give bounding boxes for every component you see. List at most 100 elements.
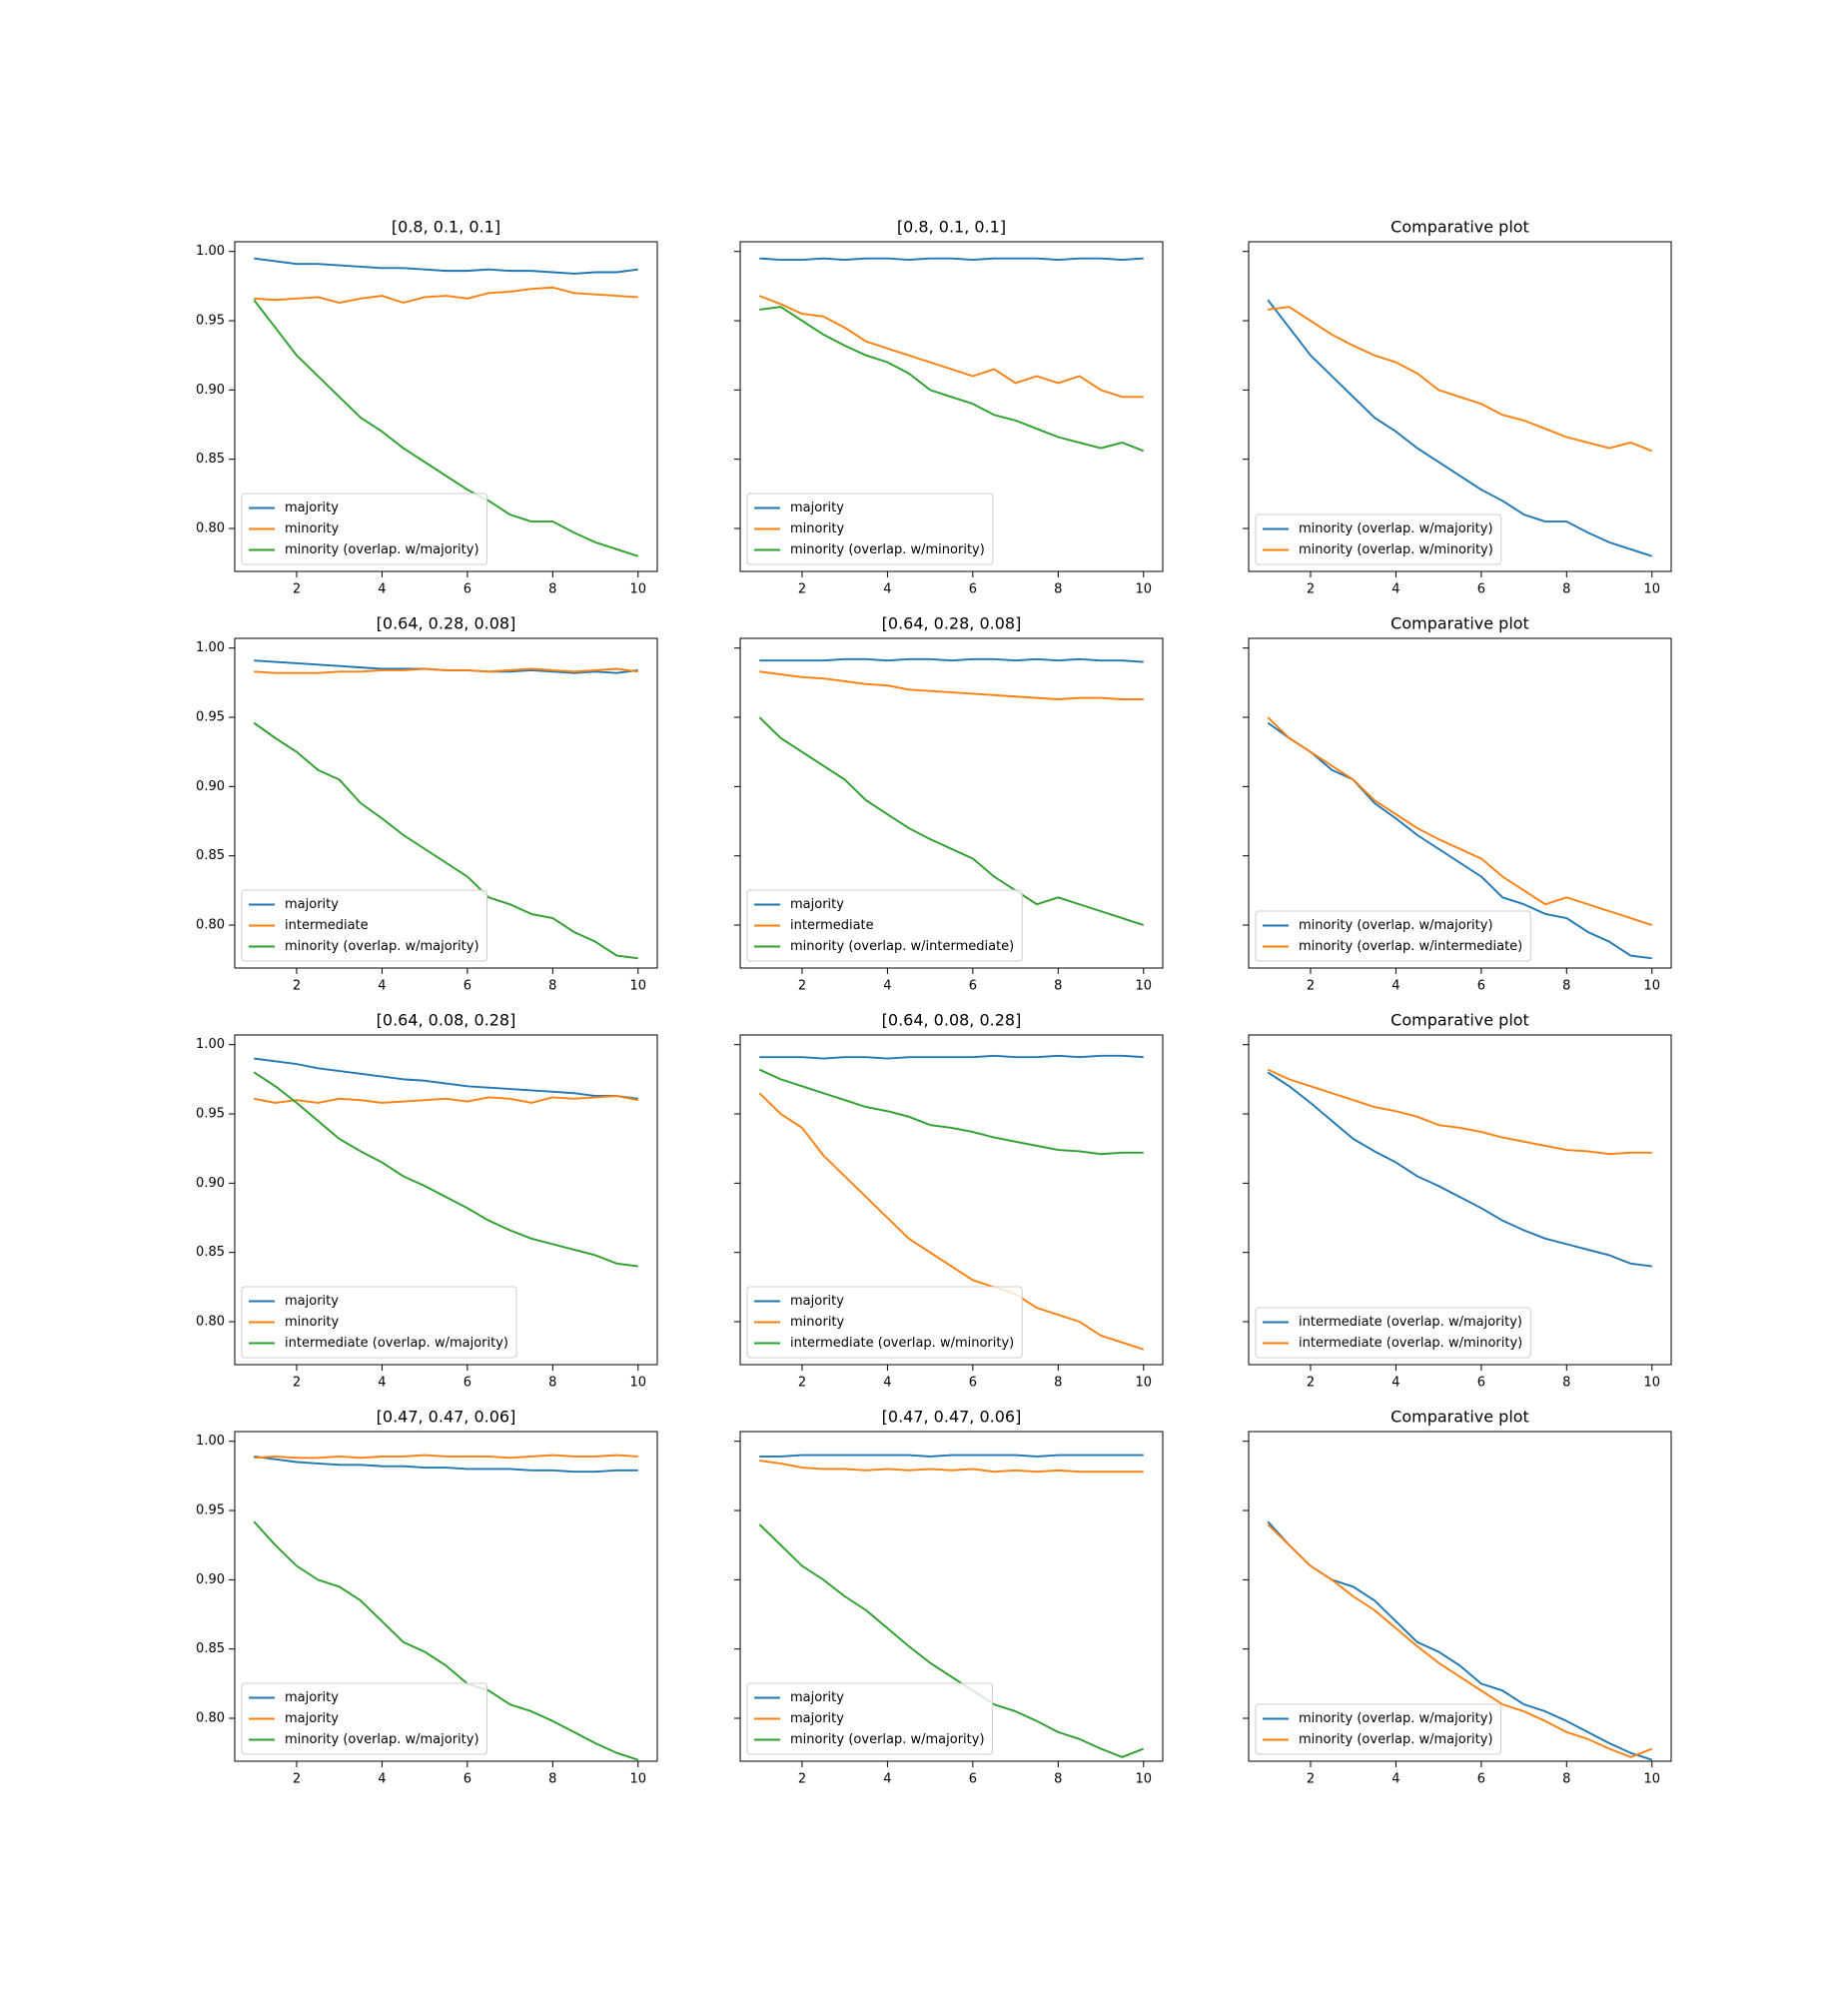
series-line <box>254 1095 638 1104</box>
legend: majority intermediate minority (overlap. w… <box>241 889 488 962</box>
series-line <box>253 1071 638 1268</box>
x-tick-label: 8 <box>1562 1376 1570 1391</box>
subplot: Comparative plot 2 4 6 8 10 minority (overlap.… <box>1243 1408 1672 1787</box>
legend-label: intermediate (overlap. w/majority) <box>1299 1315 1522 1330</box>
x-tick-label: 2 <box>1307 1376 1315 1391</box>
legend: majority minority intermediate (overlap. w… <box>241 1286 517 1359</box>
x-tick-label: 2 <box>1307 979 1315 994</box>
subplot: [0.64, 0.28, 0.08] 0.80 0.85 0.90 0.95 1.00 2 4… <box>196 614 658 994</box>
legend-label: minority (overlap. w/minority) <box>1299 542 1493 557</box>
y-tick-label: 0.80 <box>196 1315 225 1330</box>
chart-title: Comparative plot <box>1390 614 1529 633</box>
legend-label: minority <box>285 521 340 536</box>
series-line <box>1268 306 1653 453</box>
x-tick-label: 8 <box>1562 1772 1570 1787</box>
subplot: [0.8, 0.1, 0.1] 0.80 0.85 0.90 0.95 1.00 2 4 6 8 1… <box>196 218 658 597</box>
legend-label: intermediate <box>285 918 369 933</box>
y-tick-label: 1.00 <box>196 244 225 259</box>
subplot: [0.64, 0.08, 0.28] 2 4 6 8 10 majority minority… <box>734 1011 1164 1391</box>
x-tick-label: 4 <box>1391 979 1399 994</box>
y-tick-label: 0.95 <box>196 314 225 329</box>
x-tick-label: 6 <box>969 1772 977 1787</box>
series-line <box>758 716 1145 926</box>
x-tick-label: 2 <box>798 582 806 597</box>
legend-box <box>241 1286 517 1359</box>
series-line <box>758 1092 1145 1351</box>
subplot: [0.47, 0.47, 0.06]2 4 6 8 10majoritymajority… <box>734 1408 1164 1787</box>
y-tick-label: 0.90 <box>196 1572 225 1587</box>
x-tick-label: 6 <box>969 979 977 994</box>
series-line <box>254 1454 638 1460</box>
x-tick-label: 8 <box>1054 1376 1062 1391</box>
x-tick-label: 4 <box>378 1376 386 1391</box>
legend: majority minority intermediate (overlap. w… <box>746 1286 1023 1359</box>
x-tick-label: 2 <box>798 1772 806 1787</box>
y-tick-label: 0.85 <box>196 848 225 863</box>
legend-box <box>746 493 994 565</box>
subplot: [0.64, 0.08, 0.28] 0.80 0.85 0.90 0.95 1.00 2 4… <box>196 1011 658 1391</box>
x-tick-label: 10 <box>1135 979 1152 994</box>
axes-frame <box>1248 1431 1672 1762</box>
subplot: [0.8, 0.1, 0.1] 2 4 6 8 10 majority minority min… <box>734 218 1164 597</box>
x-tick-label: 6 <box>969 582 977 597</box>
legend: intermediate (overlap. w/majority) interm… <box>1255 1307 1531 1359</box>
axes-frame <box>739 1431 1164 1762</box>
subplot: Comparative plot 2 4 6 8 10 minority (overlap.… <box>1243 218 1672 597</box>
x-tick-label: 10 <box>1135 582 1152 597</box>
legend-label: minority (overlap. w/majority) <box>1299 1711 1493 1726</box>
subplot: [0.47, 0.47, 0.06] 0.80 0.85 0.90 0.95 1.00 2 4… <box>196 1408 658 1787</box>
legend-label: minority <box>790 1315 845 1330</box>
legend-label: intermediate (overlap. w/majority) <box>285 1336 508 1351</box>
legend-label: minority (overlap. w/majority) <box>285 939 479 954</box>
series-line <box>759 257 1144 261</box>
x-tick-label: 2 <box>293 1376 301 1391</box>
chart-title: [0.64, 0.08, 0.28] <box>377 1011 516 1030</box>
y-tick-label: 1.00 <box>196 1037 225 1052</box>
series-line <box>254 257 638 275</box>
x-tick-label: 8 <box>548 979 556 994</box>
legend-label: intermediate (overlap. w/minority) <box>1299 1336 1522 1351</box>
x-tick-label: 4 <box>883 979 891 994</box>
legend: majority minority minority (overlap. w/maj… <box>241 493 488 565</box>
x-tick-label: 6 <box>1477 582 1485 597</box>
x-tick-label: 2 <box>293 979 301 994</box>
legend: majority majority minority (overlap. w/maj… <box>746 1682 994 1755</box>
series-line <box>759 306 1145 453</box>
x-tick-label: 6 <box>1477 1772 1485 1787</box>
axes-frame <box>1248 1034 1672 1366</box>
x-tick-label: 10 <box>629 1772 646 1787</box>
legend-label: minority (overlap. w/minority) <box>790 542 985 557</box>
legend-box <box>746 1682 994 1755</box>
legend-label: minority (overlap. w/majority) <box>1299 521 1493 536</box>
x-tick-label: 10 <box>1643 1772 1660 1787</box>
x-tick-label: 2 <box>293 582 301 597</box>
x-tick-label: 4 <box>1391 582 1399 597</box>
legend-label: majority <box>285 500 339 515</box>
legend: majority intermediate minority (overlap. w… <box>746 889 1023 962</box>
series-line <box>1267 716 1653 926</box>
legend-box <box>1255 1703 1502 1755</box>
x-tick-label: 6 <box>1477 979 1485 994</box>
series-line <box>758 295 1144 399</box>
axes-frame <box>739 1034 1164 1366</box>
y-tick-label: 0.90 <box>196 779 225 794</box>
legend: minority (overlap. w/majority) minority (… <box>1255 1703 1502 1755</box>
series-line <box>253 721 638 960</box>
subplot: [0.64, 0.28, 0.08] 2 4 6 8 10 majority intermed… <box>734 614 1164 994</box>
x-tick-label: 8 <box>548 1772 556 1787</box>
series-line <box>1267 1523 1653 1758</box>
legend-label: majority <box>285 1690 339 1705</box>
x-tick-label: 4 <box>1391 1772 1399 1787</box>
x-tick-label: 6 <box>463 1376 471 1391</box>
y-tick-label: 0.80 <box>196 918 225 933</box>
x-tick-label: 4 <box>1391 1376 1399 1391</box>
y-tick-label: 0.95 <box>196 710 225 725</box>
axes-frame <box>234 241 658 572</box>
legend-label: minority (overlap. w/majority) <box>285 1732 479 1747</box>
legend-label: minority (overlap. w/intermediate) <box>1299 939 1522 954</box>
y-tick-label: 0.95 <box>196 1107 225 1122</box>
series-line <box>1267 299 1653 557</box>
chart-title: Comparative plot <box>1390 218 1529 237</box>
x-tick-label: 2 <box>1307 1772 1315 1787</box>
